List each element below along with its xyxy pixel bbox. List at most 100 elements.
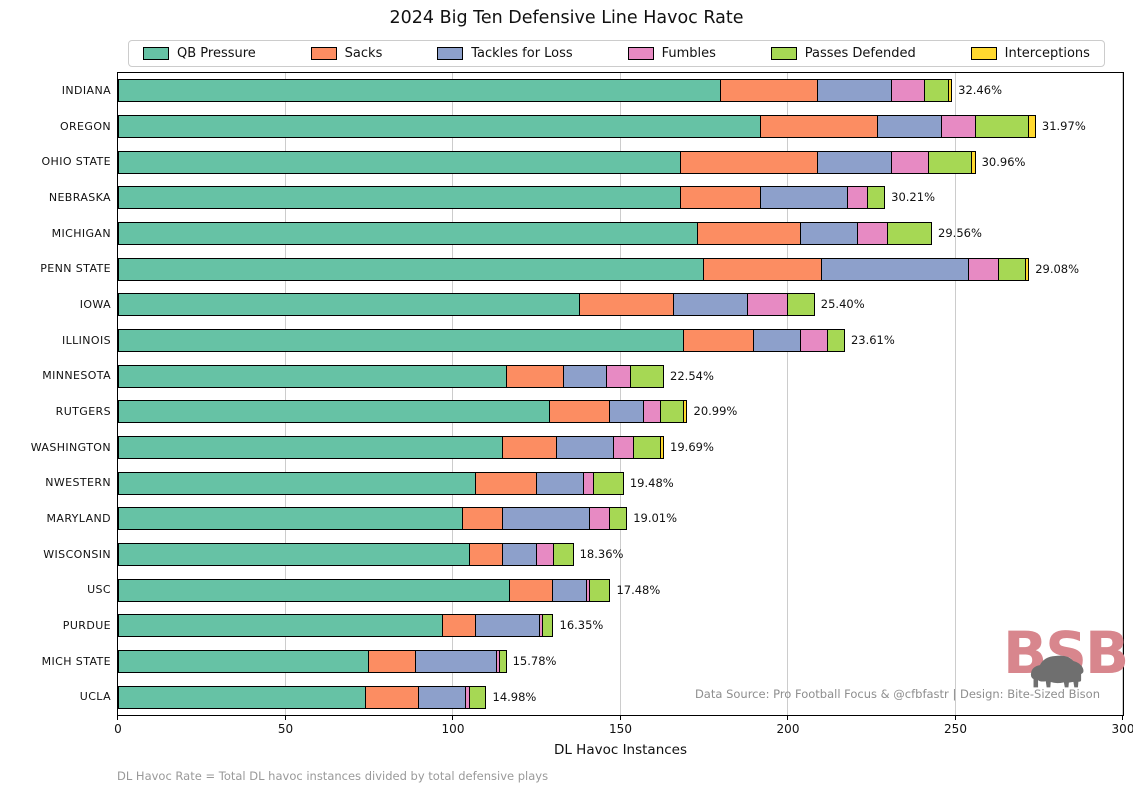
bar-segment-fumbles — [540, 614, 544, 638]
gridline-x50 — [284, 73, 286, 715]
bar-segment-passes-defended — [975, 115, 1030, 138]
bar-segment-sacks — [509, 578, 554, 602]
bar-row-michigan — [118, 222, 933, 245]
y-axis-label-nebraska: NEBRASKA — [48, 190, 111, 204]
bar-segment-passes-defended — [593, 471, 624, 495]
x-tick-label-100: 100 — [441, 722, 465, 736]
bar-value-label: 32.46% — [958, 83, 1002, 98]
legend-item-interceptions: Interceptions — [970, 46, 1090, 61]
bar-segment-tackles-for-loss — [553, 578, 587, 602]
bar-row-usc — [118, 578, 611, 602]
bar-segment-tackles-for-loss — [556, 436, 614, 459]
bar-segment-interceptions — [948, 79, 953, 103]
bar-segment-fumbles — [607, 364, 631, 388]
bar-segment-sacks — [684, 329, 755, 352]
bar-row-ohio-state — [118, 150, 976, 174]
bar-segment-tackles-for-loss — [801, 222, 859, 245]
x-tick-mark-0 — [117, 716, 118, 720]
legend-swatch-tackles-for-loss — [437, 47, 464, 60]
bar-segment-fumbles — [848, 186, 869, 210]
bar-value-label: 30.96% — [981, 154, 1026, 169]
bar-value-label: 29.56% — [938, 226, 982, 240]
legend-label: Sacks — [344, 46, 383, 61]
bar-segment-qb-pressure — [118, 507, 464, 531]
y-axis-label-penn-state: PENN STATE — [40, 262, 111, 276]
x-tick-mark-150 — [619, 716, 621, 720]
y-axis-label-usc: USC — [87, 583, 111, 597]
x-tick-label-50: 50 — [277, 722, 294, 736]
bar-segment-sacks — [697, 222, 802, 245]
bar-segment-tackles-for-loss — [821, 257, 969, 281]
bar-segment-qb-pressure — [118, 685, 366, 709]
bar-value-label: 16.35% — [559, 618, 604, 633]
x-tick-mark-200 — [787, 716, 788, 720]
y-axis-label-ucla: UCLA — [79, 690, 111, 704]
bison-icon — [1030, 655, 1084, 688]
bar-segment-tackles-for-loss — [503, 543, 537, 566]
y-axis-label-purdue: PURDUE — [62, 618, 111, 632]
data-source-credit: Data Source: Pro Football Focus & @cfbfa… — [694, 687, 1100, 701]
bar-value-label: 15.78% — [512, 654, 557, 668]
x-tick-label-300: 300 — [1111, 722, 1133, 736]
bar-segment-passes-defended — [787, 293, 815, 317]
y-axis-label-oregon: OREGON — [59, 119, 111, 133]
x-tick-mark-300 — [1122, 716, 1123, 720]
x-tick-label-0: 0 — [114, 722, 122, 736]
bar-segment-qb-pressure — [118, 222, 698, 245]
bar-segment-qb-pressure — [118, 436, 504, 459]
plot-area: 32.46% 31.97% 30.96% 30.21% 29.56% 29.08% 25.4… — [117, 72, 1124, 716]
y-axis-label-illinois: ILLINOIS — [61, 333, 111, 347]
bar-value-label: 19.48% — [629, 475, 674, 490]
bar-segment-passes-defended — [630, 364, 665, 388]
bar-segment-sacks — [469, 543, 504, 566]
bsb-logo: BSB — [1003, 618, 1129, 694]
legend-label: Passes Defended — [804, 46, 916, 61]
bar-segment-interceptions — [972, 150, 976, 174]
legend-swatch-fumbles — [627, 47, 654, 60]
bar-value-label: 23.61% — [850, 333, 895, 347]
chart-legend: QB Pressure Sacks Tackles for Loss Fumbles P… — [128, 40, 1105, 67]
bar-row-penn-state — [118, 257, 1030, 281]
bar-row-iowa — [118, 293, 815, 317]
bar-segment-tackles-for-loss — [818, 150, 892, 174]
bar-segment-sacks — [463, 507, 504, 531]
bar-segment-passes-defended — [925, 79, 949, 103]
bar-segment-fumbles — [747, 293, 788, 317]
bar-segment-passes-defended — [633, 436, 661, 459]
bar-row-washington — [118, 436, 665, 459]
bar-row-minnesota — [118, 364, 665, 388]
bar-segment-tackles-for-loss — [563, 364, 608, 388]
bar-segment-interceptions — [1029, 115, 1036, 138]
bar-segment-qb-pressure — [118, 650, 370, 673]
bar-segment-sacks — [580, 293, 675, 317]
bar-segment-sacks — [761, 115, 879, 138]
bar-segment-passes-defended — [553, 543, 574, 566]
bar-segment-tackles-for-loss — [503, 507, 591, 531]
bar-value-label: 17.48% — [616, 582, 661, 597]
bar-segment-interceptions — [660, 436, 665, 459]
bar-value-label: 19.01% — [633, 511, 678, 526]
bar-segment-passes-defended — [590, 578, 611, 602]
bar-segment-qb-pressure — [118, 543, 470, 566]
bar-segment-qb-pressure — [118, 364, 507, 388]
bar-segment-fumbles — [590, 507, 611, 531]
y-axis-label-maryland: MARYLAND — [46, 511, 111, 525]
bar-row-nwestern — [118, 471, 624, 495]
bar-segment-fumbles — [586, 578, 591, 602]
bar-segment-tackles-for-loss — [610, 400, 644, 424]
bar-segment-fumbles — [858, 222, 889, 245]
bar-segment-tackles-for-loss — [878, 115, 943, 138]
legend-label: Interceptions — [1004, 46, 1090, 61]
bar-row-purdue — [118, 614, 554, 638]
bar-segment-tackles-for-loss — [761, 186, 849, 210]
bar-segment-tackles-for-loss — [476, 614, 541, 638]
bar-segment-interceptions — [684, 400, 688, 424]
bar-value-label: 14.98% — [492, 689, 537, 704]
x-axis-title: DL Havoc Instances — [553, 742, 688, 758]
bar-segment-sacks — [442, 614, 477, 638]
bar-segment-passes-defended — [469, 685, 487, 709]
bar-row-wisconsin — [118, 543, 574, 566]
bar-segment-fumbles — [891, 150, 929, 174]
bar-segment-tackles-for-loss — [754, 329, 802, 352]
